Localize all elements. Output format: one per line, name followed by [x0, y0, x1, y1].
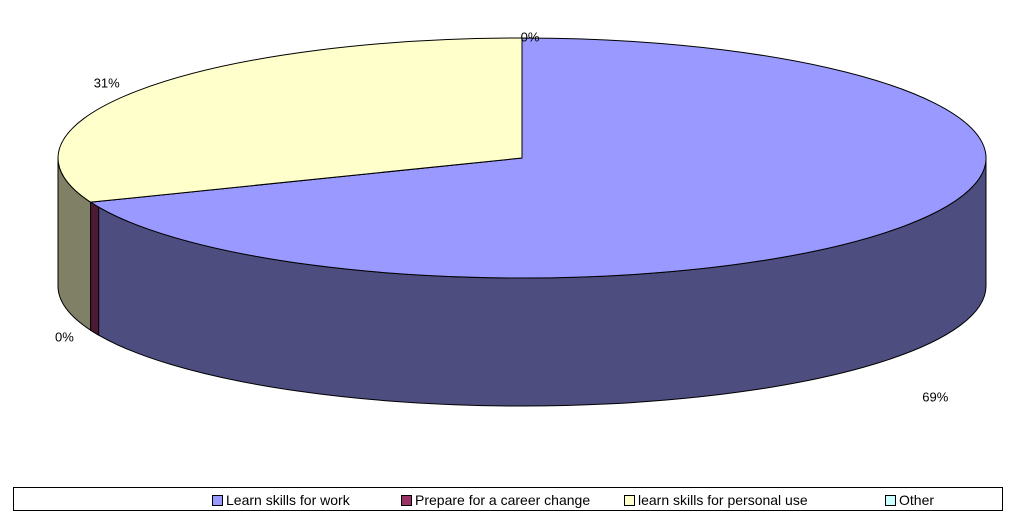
legend: Learn skills for work Prepare for a care… — [13, 487, 1003, 511]
legend-swatch — [212, 494, 223, 506]
legend-swatch — [624, 494, 635, 506]
legend-item-prepare-for-a-career-change: Prepare for a career change — [401, 492, 590, 508]
legend-label: Prepare for a career change — [415, 492, 591, 508]
pie-side-prepare-for-a-career-change — [90, 201, 100, 336]
pie-slice-learn-skills-for-work — [90, 37, 987, 279]
data-label-other: 0% — [521, 29, 540, 44]
pie-slice-learn-skills-for-personal-use — [57, 37, 523, 203]
data-labels: 69% 0% 31% 0% — [55, 29, 949, 404]
pie-top-slices — [57, 37, 987, 279]
pie-chart: 69% 0% 31% 0% — [55, 29, 987, 407]
data-label-prepare-for-a-career-change: 0% — [55, 330, 74, 345]
legend-label: Other — [899, 492, 935, 508]
legend-item-learn-skills-for-work: Learn skills for work — [212, 492, 350, 508]
legend-label: learn skills for personal use — [638, 492, 808, 508]
legend-swatch — [401, 494, 412, 506]
legend-label: Learn skills for work — [226, 492, 350, 508]
data-label-learn-skills-for-work: 69% — [922, 389, 948, 404]
legend-item-learn-skills-for-personal-use: learn skills for personal use — [624, 492, 808, 508]
legend-item-other: Other — [885, 492, 934, 508]
legend-swatch — [885, 494, 896, 506]
data-label-learn-skills-for-personal-use: 31% — [94, 76, 120, 91]
